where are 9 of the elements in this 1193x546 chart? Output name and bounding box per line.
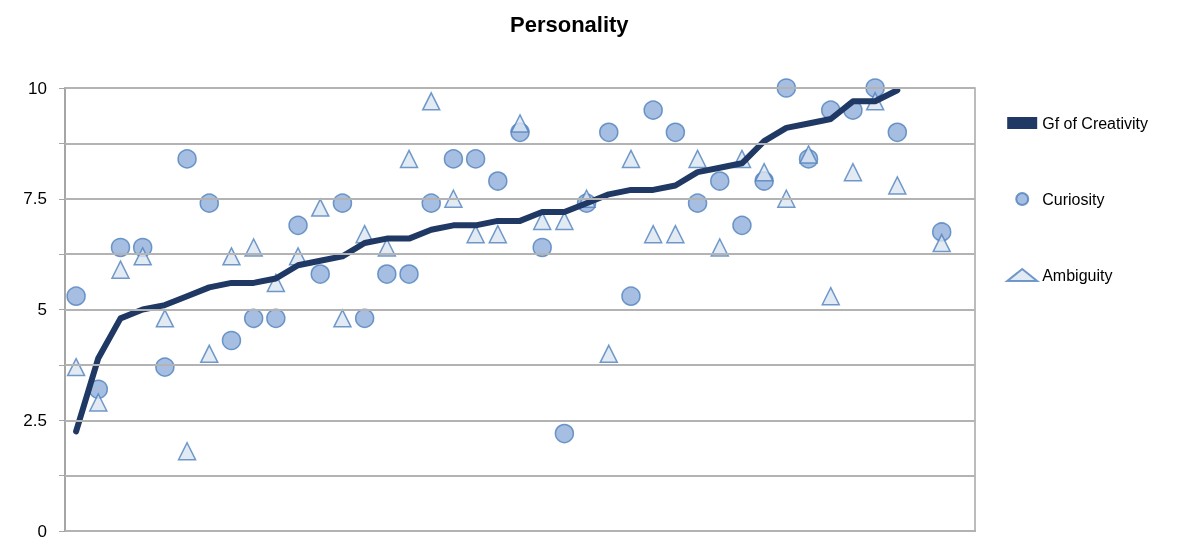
y-tick-label: 10 [28, 78, 47, 98]
y-tick-label: 5 [37, 300, 47, 319]
y-tick-label: 7.5 [23, 189, 47, 209]
chart-title: Personality [510, 11, 630, 37]
legend-label: Gf of Creativity [1042, 114, 1149, 132]
y-tick-label: 2.5 [23, 410, 47, 430]
y-tick-label: 0 [37, 521, 47, 541]
legend-label: Curiosity [1042, 190, 1105, 208]
legend-label: Ambiguity [1042, 266, 1113, 284]
